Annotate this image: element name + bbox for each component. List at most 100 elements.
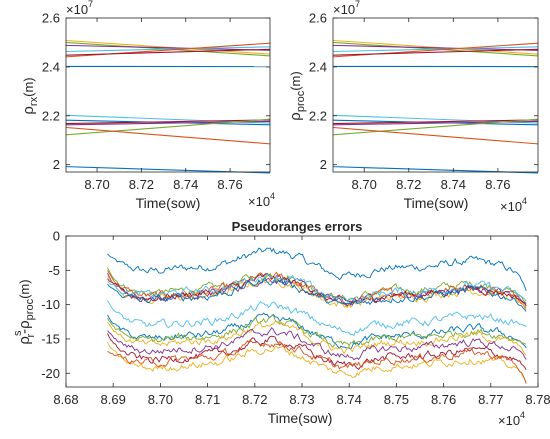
errors-xtick-label: 8.74 bbox=[337, 392, 362, 407]
rx-xlabel: Time(sow) bbox=[136, 195, 201, 211]
errors-ylabel-sup: s bbox=[12, 330, 24, 336]
errors-series-line-5 bbox=[107, 275, 527, 311]
errors-xtick-label: 8.78 bbox=[525, 392, 550, 407]
rx-ylabel: ρrx(m) bbox=[20, 77, 40, 114]
errors-xtick-label: 8.73 bbox=[289, 392, 314, 407]
rx-y-exponent-base: ×10 bbox=[66, 2, 88, 17]
errors-ylabel-sub1: r bbox=[25, 334, 37, 338]
rx-x-exponent-base: ×10 bbox=[248, 194, 270, 209]
proc-axes-box bbox=[332, 17, 539, 173]
rx-xtick-label: 8.76 bbox=[217, 177, 242, 192]
errors-ylabel-mid: -ρ bbox=[16, 320, 33, 334]
errors-ytick-label: -20 bbox=[41, 366, 60, 381]
errors-ytick-label: 0 bbox=[53, 229, 60, 244]
proc-xtick-label: 8.72 bbox=[396, 177, 421, 192]
svg-text:ρsr-ρproc(m): ρsr-ρproc(m) bbox=[12, 279, 37, 344]
proc-series-line-6 bbox=[332, 48, 539, 56]
proc-ylabel: ρproc(m) bbox=[287, 71, 307, 120]
proc-x-exponent: ×10 4 bbox=[500, 196, 527, 214]
rx-ylabel-rho: ρ bbox=[20, 106, 37, 115]
errors-series-line-9 bbox=[107, 300, 527, 337]
rx-axes-box bbox=[65, 17, 271, 173]
errors-ytick-label: -10 bbox=[41, 297, 60, 312]
proc-xtick-label: 8.76 bbox=[485, 177, 510, 192]
rx-panel: 8.70 8.72 8.74 8.76 2 2.2 2.4 2.6 Time(sow) ×10… bbox=[20, 0, 275, 211]
rx-series-line-6 bbox=[65, 48, 271, 56]
errors-xlabel: Time(sow) bbox=[268, 410, 333, 426]
proc-panel: 8.70 8.72 8.74 8.76 2 2.2 2.4 2.6 Time(sow) ×10… bbox=[287, 0, 539, 214]
errors-xtick-label: 8.77 bbox=[478, 392, 503, 407]
proc-xtick-label: 8.70 bbox=[352, 177, 377, 192]
rx-x-exponent-power: 4 bbox=[270, 191, 275, 201]
rx-plot-area bbox=[66, 18, 270, 172]
proc-x-exponent-base: ×10 bbox=[500, 199, 522, 214]
proc-plot-area bbox=[333, 18, 538, 172]
proc-series-line-12 bbox=[332, 118, 539, 136]
errors-x-exponent-base: ×10 bbox=[498, 413, 520, 428]
proc-ytick-label: 2.4 bbox=[309, 59, 327, 74]
errors-ylabel-rho: ρ bbox=[16, 336, 33, 345]
errors-series-line-8 bbox=[107, 278, 527, 312]
errors-xtick-label: 8.75 bbox=[384, 392, 409, 407]
errors-xtick-label: 8.70 bbox=[148, 392, 173, 407]
rx-series-line-12 bbox=[65, 118, 271, 136]
proc-ytick-label: 2.2 bbox=[309, 108, 327, 123]
proc-series-line-9 bbox=[332, 119, 539, 126]
rx-y-exponent-power: 7 bbox=[88, 0, 93, 9]
proc-y-exponent-power: 7 bbox=[355, 0, 360, 9]
errors-xtick-label: 8.76 bbox=[431, 392, 456, 407]
errors-ticks: 8.68 8.69 8.70 8.71 8.72 8.73 8.74 8.75 8.76 8.77… bbox=[41, 229, 550, 408]
svg-text:ρproc(m): ρproc(m) bbox=[287, 71, 307, 120]
proc-ticks: 8.70 8.72 8.74 8.76 2 2.2 2.4 2.6 bbox=[309, 11, 538, 192]
errors-x-exponent-power: 4 bbox=[520, 410, 525, 420]
errors-series-line-15 bbox=[107, 342, 527, 382]
proc-ytick-label: 2 bbox=[320, 157, 327, 172]
errors-series-line-2 bbox=[107, 267, 527, 305]
rx-xtick-label: 8.72 bbox=[129, 177, 154, 192]
rx-series-line-13 bbox=[65, 126, 271, 145]
errors-series-line-14 bbox=[107, 333, 527, 371]
rx-ytick-label: 2.2 bbox=[42, 108, 60, 123]
proc-series-line-10 bbox=[332, 119, 539, 125]
rx-xtick-label: 8.70 bbox=[84, 177, 109, 192]
errors-xtick-label: 8.69 bbox=[101, 392, 126, 407]
proc-series-line-13 bbox=[332, 126, 539, 145]
errors-series-line-1 bbox=[107, 247, 527, 292]
rx-series-line-9 bbox=[65, 119, 271, 126]
rx-ytick-label: 2.4 bbox=[42, 59, 60, 74]
proc-x-exponent-power: 4 bbox=[522, 196, 527, 206]
proc-xlabel: Time(sow) bbox=[404, 195, 469, 211]
errors-ytick-label: -15 bbox=[41, 331, 60, 346]
rx-xtick-label: 8.74 bbox=[173, 177, 198, 192]
errors-series-line-11 bbox=[107, 314, 527, 349]
errors-ylabel-sub2: proc bbox=[24, 298, 36, 320]
errors-series-line-16 bbox=[107, 340, 527, 384]
rx-ytick-label: 2.6 bbox=[42, 11, 60, 26]
errors-panel: Pseudoranges errors 8.68 8.69 8.70 8.71 8.72… bbox=[12, 219, 550, 428]
rx-series-line-10 bbox=[65, 119, 271, 125]
errors-series-line-12 bbox=[107, 320, 527, 356]
errors-xtick-label: 8.68 bbox=[53, 392, 78, 407]
rx-ticks: 8.70 8.72 8.74 8.76 2 2.2 2.4 2.6 bbox=[42, 11, 270, 192]
proc-series-group bbox=[332, 39, 539, 174]
errors-xtick-label: 8.72 bbox=[242, 392, 267, 407]
errors-series-line-10 bbox=[107, 312, 527, 350]
proc-ylabel-rho: ρ bbox=[287, 112, 304, 121]
errors-ytick-label: -5 bbox=[48, 263, 60, 278]
errors-series-group bbox=[107, 247, 527, 384]
rx-y-exponent: ×10 7 bbox=[66, 0, 93, 17]
proc-ytick-label: 2.6 bbox=[309, 11, 327, 26]
errors-ylabel: ρsr-ρproc(m) bbox=[12, 279, 37, 344]
rx-ylabel-sub: rx bbox=[28, 96, 40, 106]
proc-y-exponent: ×10 7 bbox=[333, 0, 360, 17]
errors-title: Pseudoranges errors bbox=[232, 219, 363, 234]
errors-x-exponent: ×10 4 bbox=[498, 410, 525, 428]
rx-ytick-label: 2 bbox=[53, 157, 60, 172]
errors-series-line-13 bbox=[107, 326, 527, 361]
errors-xtick-label: 8.71 bbox=[195, 392, 220, 407]
proc-ylabel-sub: proc bbox=[295, 90, 307, 112]
rx-x-exponent: ×10 4 bbox=[248, 191, 275, 209]
errors-ylabel-unit: (m) bbox=[17, 279, 32, 299]
proc-y-exponent-base: ×10 bbox=[333, 2, 355, 17]
